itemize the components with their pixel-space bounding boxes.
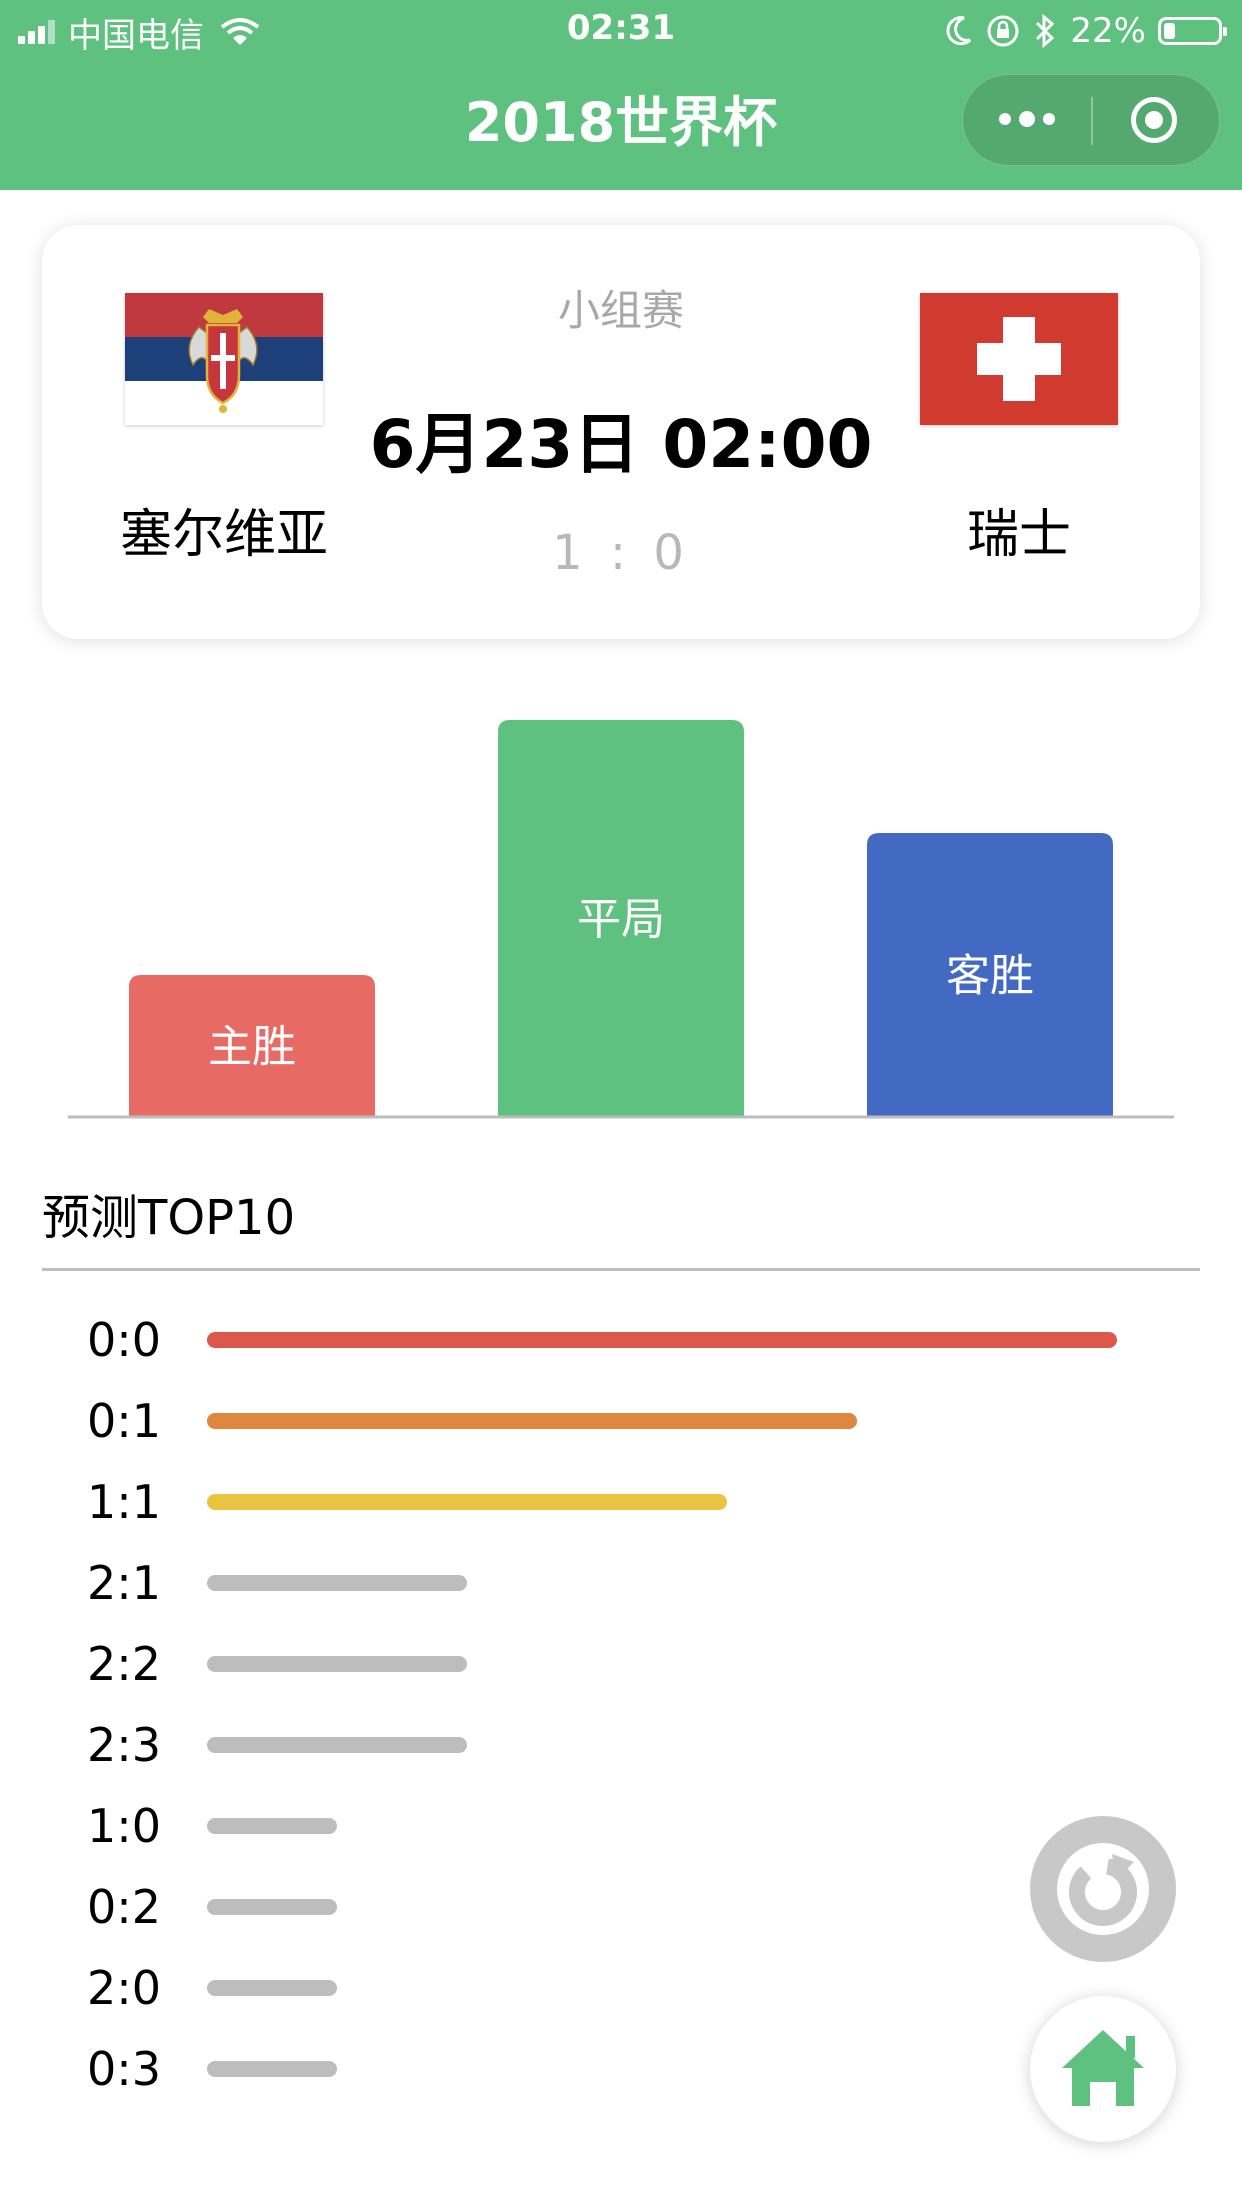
battery-level xyxy=(1164,23,1175,39)
prediction-row: 2:0 xyxy=(0,1948,1242,2029)
prediction-row: 0:2 xyxy=(0,1867,1242,1948)
prediction-row: 2:3 xyxy=(0,1705,1242,1786)
wifi-icon xyxy=(220,18,260,45)
bluetooth-icon xyxy=(1036,14,1055,48)
predictions-divider xyxy=(42,1268,1200,1271)
result-bar-chart: 主胜 平局客胜 xyxy=(0,680,1242,1130)
carrier-label: 中国电信 xyxy=(68,15,204,56)
home-team-name: 塞尔维亚 xyxy=(119,505,328,565)
prediction-score: 2:2 xyxy=(86,1637,162,1691)
battery-icon xyxy=(1158,17,1227,45)
bar-label-0: 主胜 xyxy=(208,1022,296,1073)
serbia-crest-icon xyxy=(188,309,258,413)
prediction-score: 0:2 xyxy=(86,1880,162,1934)
prediction-bar xyxy=(207,1818,337,1834)
prediction-row: 2:1 xyxy=(0,1543,1242,1624)
bar-0 xyxy=(129,975,375,1116)
prediction-row: 0:3 xyxy=(0,2029,1242,2110)
page-title: 2018世界杯 xyxy=(464,91,778,154)
prediction-row: 0:1 xyxy=(0,1381,1242,1462)
prediction-bar xyxy=(207,1737,467,1753)
refresh-button[interactable] xyxy=(1030,1816,1176,1962)
prediction-bar xyxy=(207,1332,1117,1348)
prediction-bar xyxy=(207,1899,337,1915)
battery-percent: 22% xyxy=(1070,11,1146,51)
prediction-score: 0:1 xyxy=(86,1394,162,1448)
prediction-row: 2:2 xyxy=(0,1624,1242,1705)
orientation-lock-icon xyxy=(987,15,1019,47)
refresh-icon xyxy=(1057,1843,1149,1935)
prediction-row: 1:1 xyxy=(0,1462,1242,1543)
prediction-bar xyxy=(207,2061,337,2077)
more-icon[interactable] xyxy=(999,111,1063,127)
switzerland-flag xyxy=(920,293,1118,425)
prediction-bar xyxy=(207,1656,467,1672)
predictions-title: 预测TOP10 xyxy=(42,1190,296,1246)
prediction-score: 0:0 xyxy=(86,1313,162,1367)
match-card: 小组赛 6月23日 02:00 1 : 0 塞尔维亚 瑞士 xyxy=(42,225,1200,639)
home-icon xyxy=(1062,2030,1144,2106)
home-button[interactable] xyxy=(1030,1996,1176,2142)
bar-label-1: 平局 xyxy=(577,894,665,945)
away-team-name: 瑞士 xyxy=(966,505,1071,565)
prediction-score: 1:1 xyxy=(86,1475,162,1529)
prediction-bar xyxy=(207,1980,337,1996)
capsule-menu xyxy=(962,74,1220,166)
match-datetime: 6月23日 02:00 xyxy=(369,406,873,483)
match-score: 1 : 0 xyxy=(552,525,690,581)
prediction-row: 1:0 xyxy=(0,1786,1242,1867)
close-mini-program-icon[interactable] xyxy=(1131,97,1177,143)
signal-icon xyxy=(18,20,58,44)
match-stage: 小组赛 xyxy=(557,286,684,335)
prediction-score: 0:3 xyxy=(86,2042,162,2096)
prediction-score: 2:0 xyxy=(86,1961,162,2015)
prediction-bar xyxy=(207,1413,857,1429)
serbia-flag xyxy=(125,293,323,425)
status-bar: 中国电信 02:31 22% xyxy=(0,0,1242,64)
prediction-score: 1:0 xyxy=(86,1799,162,1853)
capsule-divider xyxy=(1091,97,1093,145)
prediction-score: 2:3 xyxy=(86,1718,162,1772)
bar-2 xyxy=(867,833,1113,1116)
status-time: 02:31 xyxy=(566,8,676,48)
moon-icon xyxy=(946,16,972,46)
bar-label-2: 客胜 xyxy=(946,951,1034,1002)
prediction-row: 0:0 xyxy=(0,1300,1242,1381)
top-bar: 中国电信 02:31 22% 2018 xyxy=(0,0,1242,190)
prediction-bar xyxy=(207,1494,727,1510)
prediction-score: 2:1 xyxy=(86,1556,162,1610)
bar-1 xyxy=(498,720,744,1116)
prediction-bar xyxy=(207,1575,467,1591)
